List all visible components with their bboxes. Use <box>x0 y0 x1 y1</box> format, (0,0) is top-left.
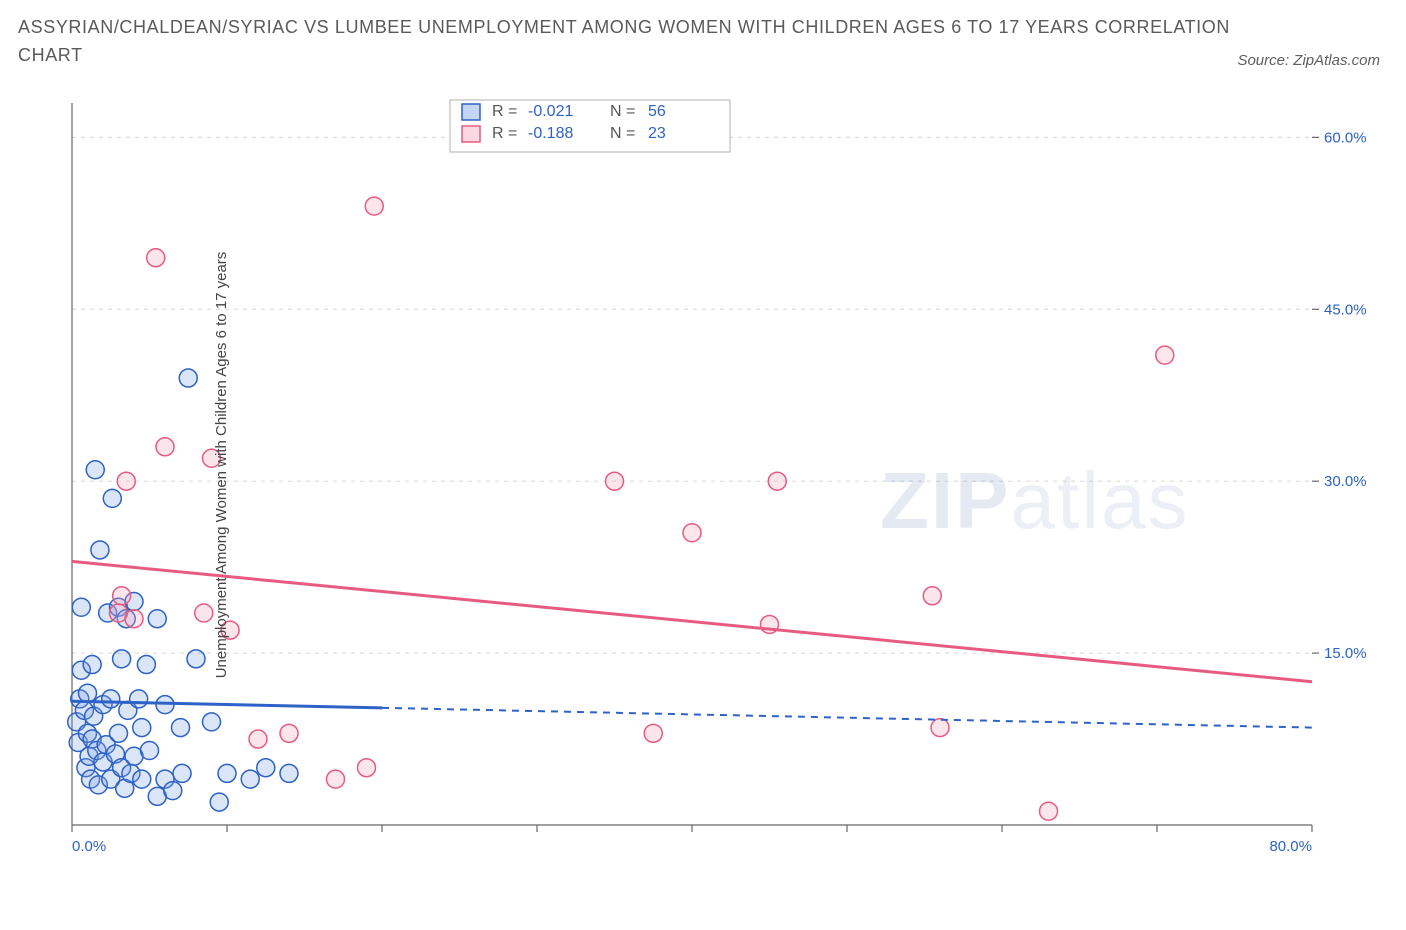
y-tick-label: 30.0% <box>1324 473 1367 490</box>
scatter-point-assyrian <box>187 650 205 668</box>
scatter-point-lumbee <box>365 197 383 215</box>
scatter-point-assyrian <box>130 690 148 708</box>
scatter-point-assyrian <box>257 759 275 777</box>
scatter-point-assyrian <box>79 684 97 702</box>
svg-text:-0.188: -0.188 <box>528 125 573 142</box>
scatter-point-assyrian <box>133 719 151 737</box>
y-tick-label: 45.0% <box>1324 301 1367 318</box>
scatter-point-lumbee <box>1156 346 1174 364</box>
legend-correlation: R = -0.021 N = 56 R = -0.188 N = 23 <box>450 100 730 152</box>
scatter-point-lumbee <box>644 724 662 742</box>
svg-text:R =: R = <box>492 125 517 142</box>
scatter-point-assyrian <box>91 541 109 559</box>
scatter-point-lumbee <box>125 610 143 628</box>
scatter-point-lumbee <box>156 438 174 456</box>
scatter-point-assyrian <box>148 610 166 628</box>
scatter-point-assyrian <box>133 770 151 788</box>
scatter-point-lumbee <box>249 730 267 748</box>
scatter-point-assyrian <box>172 719 190 737</box>
scatter-point-lumbee <box>1040 802 1058 820</box>
y-axis-label: Unemployment Among Women with Children A… <box>213 252 230 679</box>
svg-text:23: 23 <box>648 125 666 142</box>
chart-title: ASSYRIAN/CHALDEAN/SYRIAC VS LUMBEE UNEMP… <box>18 14 1266 70</box>
scatter-point-assyrian <box>179 369 197 387</box>
svg-text:-0.021: -0.021 <box>528 103 573 120</box>
svg-text:R =: R = <box>492 103 517 120</box>
trend-line-assyrian-dashed <box>382 708 1312 728</box>
scatter-point-assyrian <box>218 764 236 782</box>
scatter-point-lumbee <box>195 604 213 622</box>
scatter-point-assyrian <box>103 489 121 507</box>
scatter-point-lumbee <box>117 472 135 490</box>
scatter-point-lumbee <box>606 472 624 490</box>
scatter-point-lumbee <box>147 249 165 267</box>
y-tick-label: 15.0% <box>1324 645 1367 662</box>
scatter-point-lumbee <box>327 770 345 788</box>
scatter-point-assyrian <box>110 724 128 742</box>
scatter-point-assyrian <box>173 764 191 782</box>
scatter-point-assyrian <box>210 793 228 811</box>
x-tick-label: 80.0% <box>1269 838 1312 855</box>
scatter-point-lumbee <box>358 759 376 777</box>
scatter-point-lumbee <box>923 587 941 605</box>
scatter-point-lumbee <box>113 587 131 605</box>
correlation-scatter-plot: 0.0% 80.0% 15.0% 30.0% 45.0% 60.0% R = -0.021 N … <box>52 95 1382 855</box>
scatter-point-assyrian <box>83 656 101 674</box>
scatter-point-lumbee <box>768 472 786 490</box>
scatter-point-assyrian <box>280 764 298 782</box>
scatter-point-assyrian <box>86 461 104 479</box>
scatter-point-lumbee <box>683 524 701 542</box>
scatter-point-lumbee <box>931 719 949 737</box>
svg-text:56: 56 <box>648 103 666 120</box>
scatter-point-assyrian <box>164 782 182 800</box>
scatter-point-assyrian <box>203 713 221 731</box>
svg-text:N =: N = <box>610 103 635 120</box>
svg-text:N =: N = <box>610 125 635 142</box>
scatter-point-lumbee <box>280 724 298 742</box>
x-tick-label: 0.0% <box>72 838 106 855</box>
scatter-point-assyrian <box>72 598 90 616</box>
scatter-point-assyrian <box>102 690 120 708</box>
scatter-point-assyrian <box>141 742 159 760</box>
y-tick-label: 60.0% <box>1324 129 1367 146</box>
scatter-point-assyrian <box>137 656 155 674</box>
scatter-point-assyrian <box>113 650 131 668</box>
trend-line-lumbee <box>72 561 1312 681</box>
scatter-point-assyrian <box>241 770 259 788</box>
source-label: Source: ZipAtlas.com <box>1237 52 1380 69</box>
